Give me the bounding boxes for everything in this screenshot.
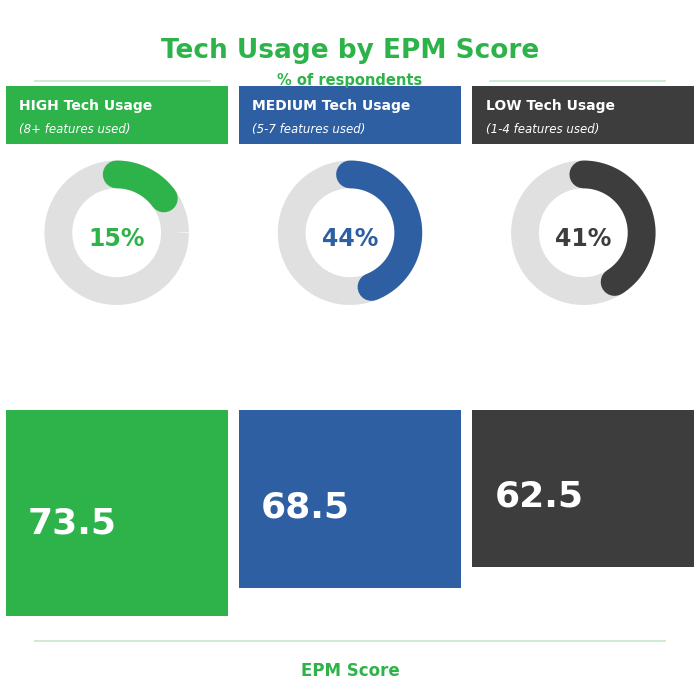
- Text: (5-7 features used): (5-7 features used): [252, 122, 365, 136]
- Text: (1-4 features used): (1-4 features used): [486, 122, 599, 136]
- Text: 73.5: 73.5: [28, 506, 117, 540]
- Text: HIGH Tech Usage: HIGH Tech Usage: [19, 99, 152, 113]
- Text: 41%: 41%: [555, 227, 612, 251]
- Text: 15%: 15%: [88, 227, 145, 251]
- Text: 44%: 44%: [322, 227, 378, 251]
- Text: Tech Usage by EPM Score: Tech Usage by EPM Score: [161, 38, 539, 64]
- Text: MEDIUM Tech Usage: MEDIUM Tech Usage: [252, 99, 411, 113]
- Text: 62.5: 62.5: [494, 479, 584, 513]
- Text: (8+ features used): (8+ features used): [19, 122, 130, 136]
- Text: % of respondents: % of respondents: [277, 73, 423, 88]
- Text: LOW Tech Usage: LOW Tech Usage: [486, 99, 615, 113]
- Text: EPM Score: EPM Score: [300, 662, 400, 680]
- Text: 68.5: 68.5: [261, 491, 350, 525]
